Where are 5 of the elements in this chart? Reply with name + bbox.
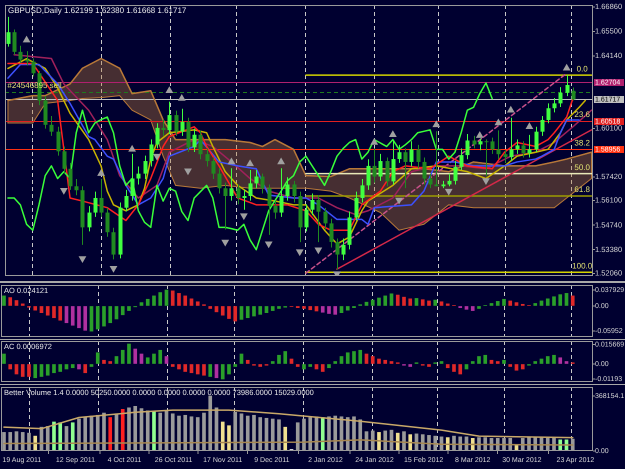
- annotation: 0.0: [576, 64, 588, 74]
- annotation: 50.0: [574, 162, 591, 172]
- annotation: 100.0: [572, 261, 593, 270]
- annotation: 38.2: [574, 138, 591, 148]
- chart-title: GBPUSD,Daily 1.62199 1.62380 1.61668 1.61717: [8, 6, 187, 16]
